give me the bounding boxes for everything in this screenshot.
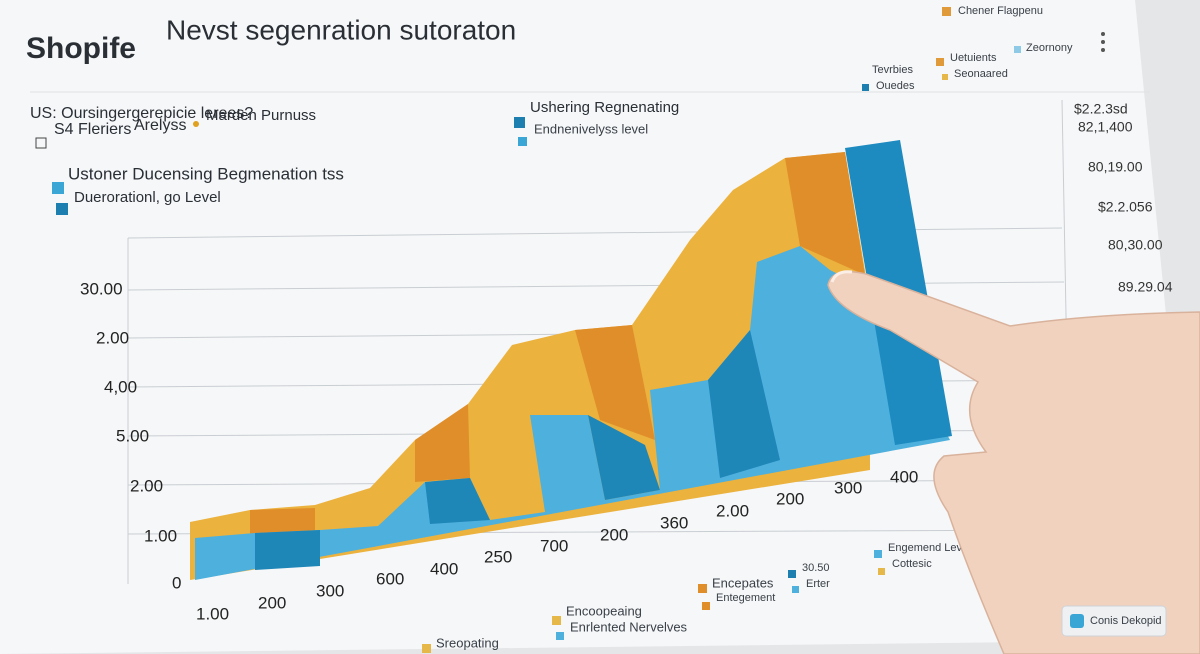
y-tick-label: 4,00 (104, 377, 137, 396)
band-orange (785, 152, 865, 275)
x-tick-label: 300 (834, 478, 862, 497)
r-tick-label: 80,30.00 (1108, 237, 1163, 253)
filter[interactable]: S4 Fleriers (54, 121, 131, 138)
legend-text: Ushering Regnenating (530, 99, 679, 116)
y-tick-label: 1.00 (144, 526, 177, 545)
bottom-axis: 1.00 200 300 600 400 250 700 200 360 2.0… (196, 467, 918, 623)
legend-text: Enrlented Nervelves (570, 619, 688, 634)
x-tick-label: 400 (890, 467, 918, 486)
x-tick-label: 700 (540, 536, 568, 555)
r-tick-label: 80,19.00 (1088, 159, 1143, 175)
x-tick-label: 200 (258, 593, 286, 612)
legend-swatch (792, 586, 799, 593)
legend-text: Engemend Levels (888, 542, 977, 554)
title: Nevst segenration sutoraton (166, 14, 516, 45)
legend-text: Ustoner Ducensing Begmenation tss (68, 164, 344, 183)
legend-swatch (874, 550, 882, 558)
legend-text: Entegement (716, 592, 775, 604)
x-tick-label: 360 (660, 513, 688, 532)
legend-swatch (1014, 46, 1021, 53)
legend-text: Ouedes (876, 80, 915, 92)
filter[interactable]: Arelyss (134, 117, 186, 134)
r-tick-label: $2.2.056 (1098, 199, 1153, 215)
legend-swatch (702, 602, 710, 610)
y-tick-label: 2.00 (130, 476, 163, 495)
legend-swatch (422, 644, 431, 653)
x-tick-label: 400 (430, 559, 458, 578)
x-tick-label: 1.00 (196, 604, 229, 623)
legend-swatch (862, 84, 869, 91)
icon (942, 7, 951, 16)
y-tick-label: 2.00 (96, 328, 129, 347)
legend-text: Cottesic (892, 558, 932, 570)
legend-text: 30.50 (802, 562, 830, 574)
y-tick-label: 30.00 (80, 279, 123, 298)
r-tick-label: 89.29.04 (1118, 279, 1173, 295)
legend-text: Encoopeaing (566, 603, 642, 618)
legend-swatch (518, 137, 527, 146)
y-tick-label: 0 (172, 573, 181, 592)
footer-button[interactable] (1061, 605, 1167, 637)
legend-swatch (556, 632, 564, 640)
legend-swatch (56, 203, 68, 215)
r-tick-label: 82,1,400 (1078, 119, 1133, 135)
legend-swatch (52, 182, 64, 194)
band-orange (575, 325, 655, 440)
x-tick-label: 250 (484, 547, 512, 566)
footer-button-label[interactable]: Conis Dekopid (1090, 615, 1162, 627)
x-tick-label: 200 (600, 525, 628, 544)
x-tick-label: 200 (776, 489, 804, 508)
legend-swatch (878, 568, 885, 575)
legend-swatch (552, 616, 561, 625)
nail (830, 270, 853, 283)
right-axis: $2.2.3sd 82,1,400 80,19.00 $2.2.056 80,3… (1074, 101, 1173, 295)
dot (193, 121, 199, 127)
left-axis: 30.00 2.00 4,00 5.00 2.00 1.00 0 (80, 279, 181, 592)
subtitle: US: Oursingergerepicie lerees? (30, 105, 253, 122)
band-blue (255, 530, 320, 570)
legend-text: Uetuients (950, 52, 997, 64)
legend-swatch (698, 584, 707, 593)
x-tick-label: 600 (376, 569, 404, 588)
legend-swatch (936, 58, 944, 66)
area-blue (195, 246, 950, 580)
button-icon (1070, 614, 1084, 628)
band-blue (708, 330, 780, 478)
legend-swatch (514, 117, 525, 128)
band-orange (250, 508, 315, 535)
legend-text: Erter (806, 578, 830, 590)
menu-dots[interactable] (1101, 32, 1105, 52)
legend-text: Zeornony (1026, 42, 1073, 54)
legend-text: Sreopating (436, 635, 499, 650)
band-blue (588, 415, 660, 500)
legend-swatch (942, 74, 948, 80)
band-orange (415, 404, 470, 482)
legend-text: Tevrbies (872, 64, 913, 76)
x-tick-label: 300 (316, 581, 344, 600)
y-tick-label: 5.00 (116, 426, 149, 445)
filter-icon[interactable] (35, 137, 47, 149)
band-blue (425, 478, 490, 524)
legend-text: Encepates (712, 575, 774, 590)
legend-text: Duerorationl, go Level (74, 189, 221, 206)
top-right-label: Chener Flagpenu (958, 5, 1043, 17)
r-tick-label: $2.2.3sd (1074, 101, 1128, 117)
filter[interactable]: Marden Purnuss (206, 107, 316, 124)
brand: Shopife (26, 32, 136, 65)
x-tick-label: 2.00 (716, 501, 749, 520)
legend-swatch (788, 570, 796, 578)
legend-text: Seonaared (954, 68, 1008, 80)
hand (827, 270, 1200, 654)
legend-text: Endnenivelyss level (534, 121, 648, 136)
